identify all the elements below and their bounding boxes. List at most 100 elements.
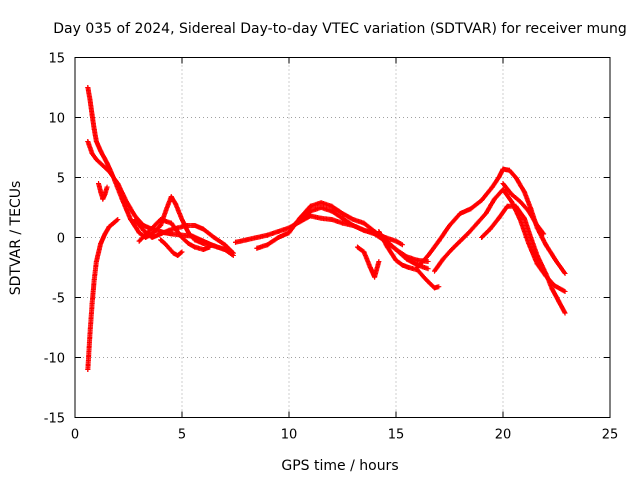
data-point — [318, 215, 324, 221]
data-point — [393, 247, 399, 252]
data-point — [200, 226, 206, 232]
data-point — [425, 259, 431, 264]
data-point — [436, 238, 442, 244]
data-point — [230, 250, 236, 256]
data-point — [200, 247, 206, 252]
data-point — [534, 253, 540, 258]
data-point — [414, 265, 420, 270]
data-point — [361, 220, 367, 226]
data-point — [414, 257, 420, 263]
data-point — [275, 235, 281, 240]
data-point — [543, 271, 549, 276]
data-point — [91, 127, 97, 132]
data-point — [158, 231, 164, 237]
data-point — [164, 205, 170, 210]
data-point — [128, 217, 134, 222]
y-tick-label: 10 — [48, 112, 65, 127]
data-point — [384, 244, 390, 250]
series-markers — [158, 237, 184, 258]
data-point — [102, 231, 108, 237]
data-point — [562, 310, 568, 316]
data-point — [265, 232, 271, 238]
data-point — [479, 197, 485, 203]
data-point — [265, 242, 271, 248]
data-point — [190, 233, 196, 239]
data-point — [500, 187, 506, 192]
data-point — [115, 181, 121, 186]
data-point — [147, 227, 153, 233]
data-point — [211, 235, 217, 240]
data-point — [500, 181, 506, 186]
data-point — [487, 226, 493, 232]
series-track-6 — [136, 217, 213, 252]
series-track-4 — [96, 181, 110, 202]
data-point — [457, 238, 463, 244]
data-point — [404, 254, 410, 260]
y-tick-label: 0 — [57, 232, 65, 247]
data-point — [166, 245, 172, 251]
data-point — [479, 235, 485, 240]
data-point — [91, 277, 97, 282]
data-point — [340, 215, 345, 221]
data-point — [506, 167, 512, 173]
data-point — [307, 203, 313, 209]
data-point — [89, 112, 95, 118]
data-point — [425, 253, 431, 258]
data-point — [329, 203, 335, 209]
y-axis-label: SDTVAR / TECUs — [8, 181, 24, 296]
data-point — [340, 211, 345, 216]
data-point — [329, 208, 335, 214]
data-point — [254, 245, 260, 251]
data-point — [158, 223, 164, 228]
data-point — [185, 241, 191, 246]
data-point — [457, 211, 463, 216]
data-point — [483, 211, 489, 216]
data-point — [354, 244, 360, 250]
data-point — [173, 201, 179, 207]
data-point — [393, 238, 399, 244]
data-point — [140, 227, 146, 233]
data-point — [85, 85, 91, 90]
data-point — [517, 217, 523, 222]
x-tick-label: 15 — [388, 428, 405, 443]
data-point — [106, 224, 112, 230]
data-point — [425, 266, 431, 272]
data-point — [307, 208, 313, 214]
y-tick-label: -15 — [44, 412, 65, 427]
data-point — [179, 217, 185, 222]
data-point — [89, 151, 95, 156]
data-point — [534, 223, 540, 228]
data-point — [500, 166, 506, 172]
series-track-16 — [500, 181, 547, 237]
y-tick-label: 5 — [57, 172, 65, 187]
x-tick-labels: 0 5 10 15 20 25 — [71, 428, 618, 443]
data-point — [93, 259, 99, 264]
data-point — [158, 237, 164, 243]
data-point — [509, 191, 515, 197]
data-point — [93, 157, 99, 162]
data-point — [290, 223, 296, 228]
series-track-7 — [158, 237, 185, 258]
data-point — [207, 244, 213, 250]
data-point — [340, 220, 345, 226]
data-point — [222, 242, 228, 248]
data-point — [526, 208, 532, 214]
data-point — [432, 268, 438, 274]
series-markers — [254, 200, 430, 271]
data-point — [179, 249, 185, 255]
data-point — [100, 196, 106, 202]
data-point — [562, 271, 568, 276]
data-point — [85, 139, 91, 144]
y-tick-labels: -15 -10 -5 0 5 10 15 — [44, 52, 65, 427]
data-point — [526, 241, 532, 246]
data-point — [521, 189, 527, 195]
data-point — [393, 257, 399, 263]
series-track-13 — [414, 166, 568, 276]
data-point — [104, 160, 110, 166]
data-point — [96, 181, 102, 186]
data-point — [528, 235, 534, 240]
data-point — [556, 298, 562, 304]
data-point — [474, 220, 480, 226]
data-point — [329, 217, 335, 222]
